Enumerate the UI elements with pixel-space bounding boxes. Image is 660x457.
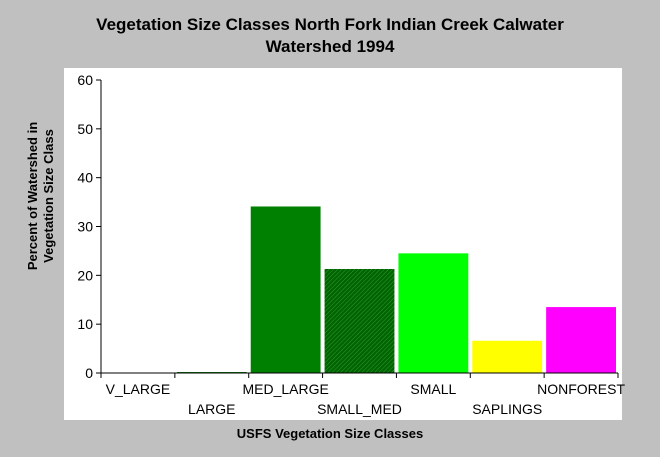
bar-small <box>398 253 469 373</box>
y-axis-label: Percent of Watershed in Vegetation Size … <box>25 66 57 326</box>
y-tick-label-10: 10 <box>77 316 93 332</box>
y-tick-label-50: 50 <box>77 121 93 137</box>
chart-title-line-2: Watershed 1994 <box>265 37 395 56</box>
bar-nonforest <box>546 307 616 373</box>
x-tick-label-small: SMALL <box>410 381 456 397</box>
x-tick-label-v-large: V_LARGE <box>106 381 171 397</box>
x-tick-label-nonforest: NONFOREST <box>537 381 625 397</box>
bar-med-large <box>250 206 321 373</box>
y-tick-label-60: 60 <box>77 72 93 88</box>
y-axis-label-line-1: Percent of Watershed in <box>25 121 40 271</box>
y-tick-label-40: 40 <box>77 170 93 186</box>
bar-saplings <box>472 340 543 373</box>
y-tick-label-20: 20 <box>77 267 93 283</box>
y-tick-label-30: 30 <box>77 219 93 235</box>
x-tick-label-med-large: MED_LARGE <box>242 381 328 397</box>
x-axis-label: USFS Vegetation Size Classes <box>236 426 424 441</box>
bar-small-med <box>324 268 395 373</box>
y-tick-label-0: 0 <box>85 365 93 381</box>
x-tick-label-saplings: SAPLINGS <box>472 401 542 417</box>
x-tick-label-small-med: SMALL_MED <box>317 401 402 417</box>
y-axis-label-line-2: Vegetation Size Class <box>41 129 56 263</box>
chart-title: Vegetation Size Classes North Fork India… <box>0 14 660 58</box>
chart-title-line-1: Vegetation Size Classes North Fork India… <box>96 15 564 34</box>
x-tick-label-large: LARGE <box>188 401 235 417</box>
